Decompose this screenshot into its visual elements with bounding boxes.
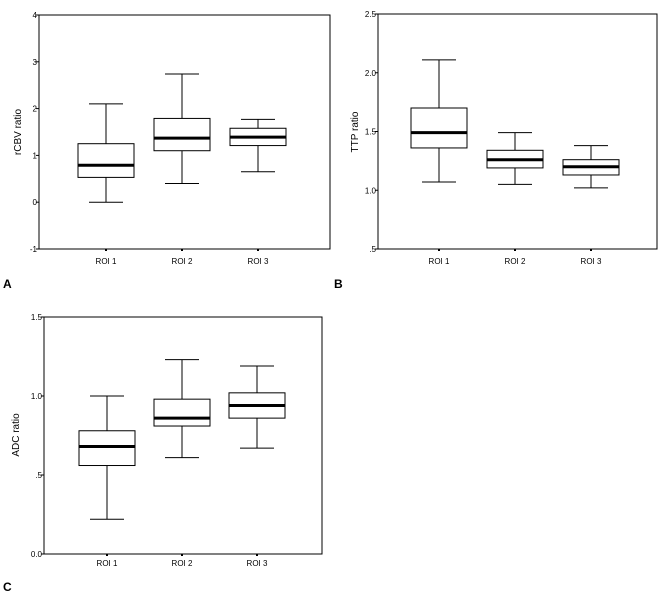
boxes-c — [78, 359, 286, 520]
x-tick-label-a: ROI 3 — [248, 257, 269, 266]
y-tick-label-a: 1 — [33, 151, 38, 160]
x-tick-label-b: ROI 2 — [505, 257, 526, 266]
y-tick-label-b: 1.5 — [365, 128, 377, 137]
iqr-box — [153, 398, 211, 427]
y-ticks-a: -1 0 1 2 3 4 — [30, 11, 39, 254]
x-tick-label-b: ROI 1 — [429, 257, 450, 266]
x-tick-label-a: ROI 1 — [96, 257, 117, 266]
y-tick-label-c: 1.5 — [31, 313, 43, 322]
x-tick-mark-a — [105, 249, 107, 251]
boxes-b — [410, 59, 620, 189]
y-tick-label-a: 0 — [33, 198, 38, 207]
panel-label-b: B — [334, 277, 343, 291]
panel-b: B TTP ratio .51.01.52.02.5 ROI 1 ROI 2 ROI… — [334, 10, 658, 291]
boxes-a — [77, 73, 287, 203]
y-axis-label-c: ADC ratio — [11, 413, 22, 457]
x-tick-label-c: ROI 1 — [97, 559, 118, 568]
x-tick-mark-c — [181, 554, 183, 556]
y-tick-label-a: 4 — [33, 11, 38, 20]
x-tick-mark-a — [257, 249, 259, 251]
y-tick-label-b: 2.5 — [365, 10, 377, 19]
plot-frame-a — [38, 14, 331, 250]
y-tick-label-a: -1 — [30, 245, 38, 254]
y-tick-label-a: 2 — [33, 105, 38, 114]
panel-label-a: A — [3, 277, 12, 291]
iqr-box — [78, 430, 136, 467]
x-tick-mark-b — [590, 249, 592, 251]
y-axis-label-a: rCBV ratio — [13, 109, 24, 156]
y-tick-label-c: 0.0 — [31, 550, 43, 559]
x-tick-mark-c — [256, 554, 258, 556]
y-ticks-b: .5 1.0 1.5 2.0 2.5 — [365, 10, 378, 254]
x-tick-mark-b — [438, 249, 440, 251]
y-tick-label-b: .5 — [369, 245, 376, 254]
x-ticks-c: ROI 1 ROI 2 ROI 3 — [97, 554, 268, 568]
y-tick-label-c: .5 — [35, 471, 42, 480]
x-tick-mark-c — [106, 554, 108, 556]
y-tick-label-b: 2.0 — [365, 69, 377, 78]
x-tick-mark-b — [514, 249, 516, 251]
x-tick-mark-a — [181, 249, 183, 251]
panel-label-c: C — [3, 580, 12, 594]
x-ticks-a: ROI 1 ROI 2 ROI 3 — [96, 249, 269, 266]
x-tick-label-a: ROI 2 — [172, 257, 193, 266]
x-tick-label-b: ROI 3 — [581, 257, 602, 266]
y-tick-label-a: 3 — [33, 58, 38, 67]
y-axis-label-b: TTP ratio — [350, 111, 361, 152]
iqr-box — [410, 107, 468, 149]
y-ticks-c: 0.0 .5 1.0 1.5 — [31, 313, 44, 559]
y-tick-label-b: 1.0 — [365, 186, 377, 195]
x-tick-label-c: ROI 3 — [247, 559, 268, 568]
iqr-box — [153, 117, 211, 152]
iqr-box — [77, 143, 135, 178]
panel-c: C ADC ratio 0.0 .5 1.0 1.5 ROI 1 ROI 2 ROI 3 — [3, 313, 323, 594]
x-tick-label-c: ROI 2 — [172, 559, 193, 568]
y-tick-label-c: 1.0 — [31, 392, 43, 401]
panel-a: A rCBV ratio -1 0 1 2 3 4 ROI 1 ROI 2 ROI 3 — [3, 11, 331, 291]
x-ticks-b: ROI 1 ROI 2 ROI 3 — [429, 249, 602, 266]
